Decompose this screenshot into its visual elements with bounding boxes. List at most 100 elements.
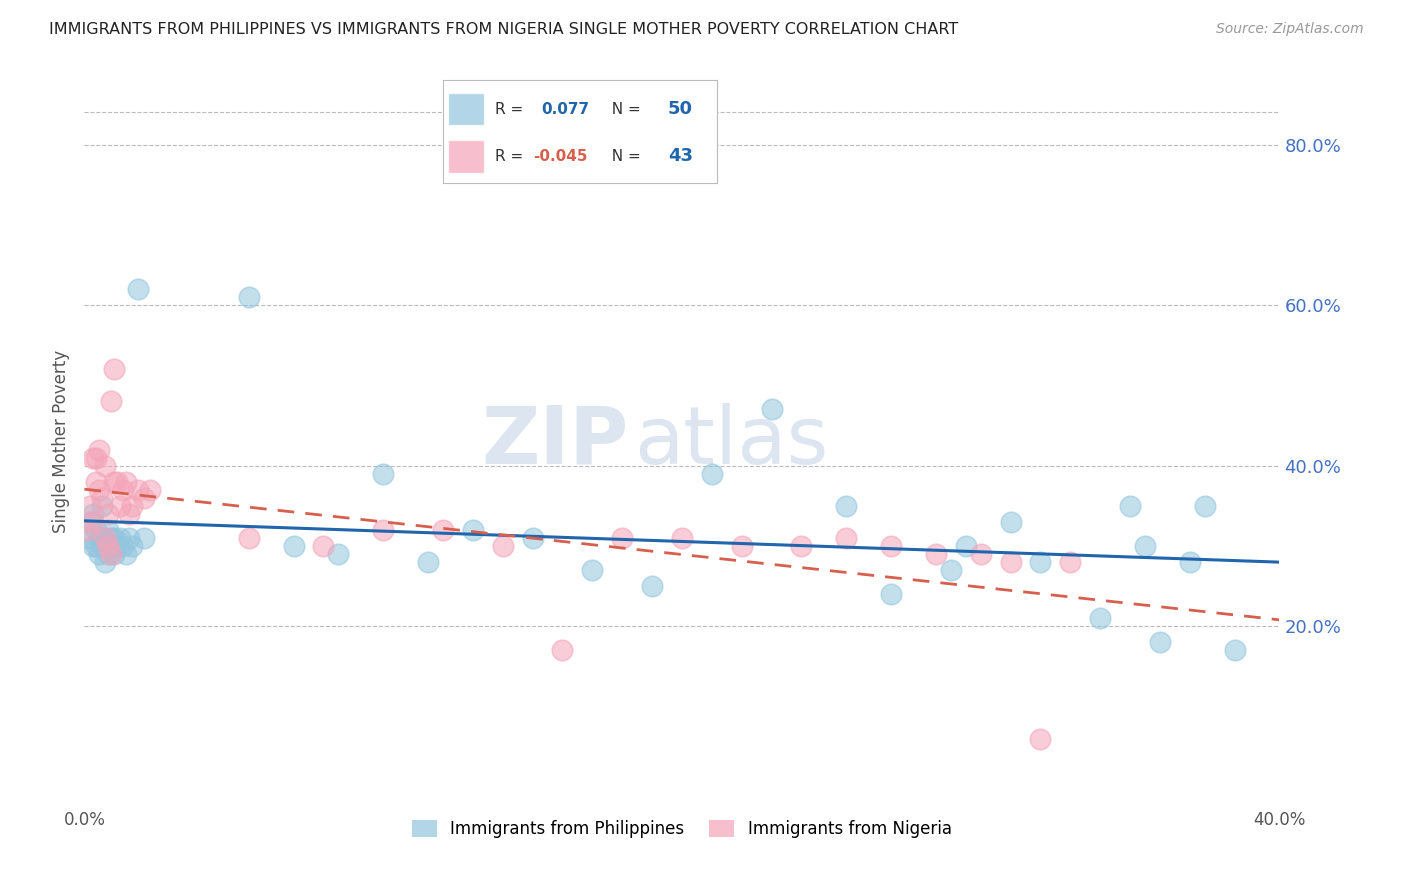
Legend: Immigrants from Philippines, Immigrants from Nigeria: Immigrants from Philippines, Immigrants … bbox=[405, 814, 959, 845]
Point bbox=[1149, 635, 1171, 649]
Point bbox=[970, 547, 993, 561]
Point bbox=[86, 450, 108, 465]
Point bbox=[761, 402, 783, 417]
Point bbox=[103, 547, 125, 561]
Point bbox=[612, 531, 634, 545]
Point bbox=[89, 442, 111, 457]
Point bbox=[880, 587, 903, 601]
Point bbox=[641, 579, 664, 593]
Point bbox=[91, 491, 114, 505]
Point bbox=[94, 531, 117, 545]
Point bbox=[100, 531, 122, 545]
Point bbox=[139, 483, 162, 497]
Point bbox=[283, 539, 305, 553]
Point bbox=[112, 539, 135, 553]
Point bbox=[492, 539, 515, 553]
Point bbox=[82, 515, 104, 529]
Point bbox=[1178, 555, 1201, 569]
Point bbox=[1133, 539, 1156, 553]
Point bbox=[86, 475, 108, 489]
Point bbox=[238, 531, 260, 545]
Point bbox=[100, 394, 122, 409]
Text: atlas: atlas bbox=[634, 402, 828, 481]
Text: R =: R = bbox=[495, 149, 529, 164]
Point bbox=[1000, 555, 1022, 569]
Text: R =: R = bbox=[495, 102, 533, 117]
Point bbox=[127, 282, 149, 296]
Point bbox=[91, 499, 114, 513]
Point bbox=[86, 539, 108, 553]
Point bbox=[97, 539, 120, 553]
Point bbox=[86, 523, 108, 537]
Point bbox=[121, 539, 143, 553]
Point bbox=[105, 539, 128, 553]
Point bbox=[103, 475, 125, 489]
Point bbox=[103, 362, 125, 376]
Y-axis label: Single Mother Poverty: Single Mother Poverty bbox=[52, 350, 70, 533]
Point bbox=[373, 467, 395, 481]
Point bbox=[115, 475, 138, 489]
Point bbox=[671, 531, 693, 545]
Point bbox=[118, 531, 141, 545]
Point bbox=[1090, 611, 1112, 625]
Text: 0.077: 0.077 bbox=[541, 102, 589, 117]
Point bbox=[1223, 643, 1246, 657]
Point bbox=[79, 499, 101, 513]
Point bbox=[121, 499, 143, 513]
Point bbox=[103, 531, 125, 545]
Text: Source: ZipAtlas.com: Source: ZipAtlas.com bbox=[1216, 22, 1364, 37]
Point bbox=[91, 539, 114, 553]
Point bbox=[1029, 731, 1052, 746]
Point bbox=[110, 499, 132, 513]
Point bbox=[522, 531, 544, 545]
Point bbox=[835, 531, 858, 545]
Point bbox=[89, 531, 111, 545]
FancyBboxPatch shape bbox=[449, 140, 484, 173]
Point bbox=[115, 547, 138, 561]
Point bbox=[790, 539, 813, 553]
Point bbox=[79, 515, 101, 529]
Point bbox=[328, 547, 350, 561]
Point bbox=[112, 483, 135, 497]
Point bbox=[110, 531, 132, 545]
Point bbox=[373, 523, 395, 537]
Point bbox=[76, 523, 98, 537]
Point bbox=[97, 523, 120, 537]
Point bbox=[925, 547, 948, 561]
Point bbox=[127, 483, 149, 497]
Point bbox=[416, 555, 439, 569]
Point bbox=[82, 507, 104, 521]
Point bbox=[700, 467, 723, 481]
Point bbox=[581, 563, 603, 577]
Point bbox=[94, 458, 117, 473]
Point bbox=[76, 531, 98, 545]
Point bbox=[880, 539, 903, 553]
Point bbox=[89, 483, 111, 497]
Point bbox=[1029, 555, 1052, 569]
Text: N =: N = bbox=[602, 102, 645, 117]
Point bbox=[118, 507, 141, 521]
Point bbox=[835, 499, 858, 513]
Point bbox=[238, 290, 260, 304]
Text: -0.045: -0.045 bbox=[533, 149, 588, 164]
Point bbox=[97, 507, 120, 521]
Point bbox=[939, 563, 962, 577]
Point bbox=[94, 555, 117, 569]
Point bbox=[100, 539, 122, 553]
Point bbox=[432, 523, 454, 537]
Point bbox=[132, 491, 156, 505]
Point bbox=[1000, 515, 1022, 529]
Point bbox=[1194, 499, 1216, 513]
Text: ZIP: ZIP bbox=[481, 402, 628, 481]
Point bbox=[132, 531, 156, 545]
Point bbox=[82, 450, 104, 465]
Point bbox=[731, 539, 754, 553]
Text: N =: N = bbox=[602, 149, 645, 164]
Point bbox=[955, 539, 977, 553]
Text: 43: 43 bbox=[668, 147, 693, 165]
FancyBboxPatch shape bbox=[449, 93, 484, 126]
Text: IMMIGRANTS FROM PHILIPPINES VS IMMIGRANTS FROM NIGERIA SINGLE MOTHER POVERTY COR: IMMIGRANTS FROM PHILIPPINES VS IMMIGRANT… bbox=[49, 22, 959, 37]
Point bbox=[97, 547, 120, 561]
Point bbox=[89, 547, 111, 561]
Point bbox=[82, 539, 104, 553]
